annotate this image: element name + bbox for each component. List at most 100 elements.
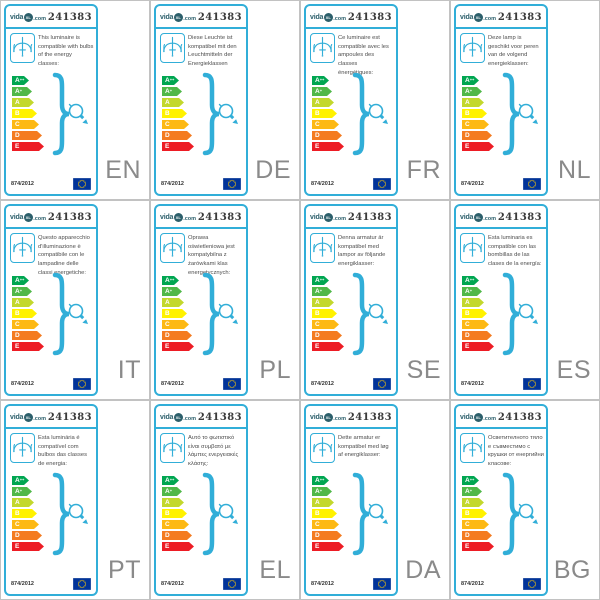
regulation-number: 874/2012 <box>311 381 334 387</box>
label-header: vida XL .com 241383 <box>156 6 246 29</box>
bulb-arrow-icon <box>515 501 541 532</box>
bulb-arrow-icon <box>65 501 91 532</box>
energy-class-bar-a-plus: A + <box>162 87 182 96</box>
bulb-arrow-icon <box>515 301 541 332</box>
logo-text-vida: vida <box>460 214 474 221</box>
description-row: This luminaire is compatible with bulbs … <box>10 33 94 69</box>
energy-class-bar-a-plus: A + <box>162 487 182 496</box>
description-row: Denna armatur är kompatibel med lampor a… <box>310 233 394 269</box>
eu-flag-icon <box>523 178 541 190</box>
product-number: 241383 <box>497 412 542 423</box>
energy-class-bar-a-plus-plus: A ++ <box>462 276 479 285</box>
logo-text-vida: vida <box>10 214 24 221</box>
logo-text-vida: vida <box>10 14 24 21</box>
description-row: Deze lamp is geschikt voor peren van de … <box>460 33 544 69</box>
label-footer: 874/2012 <box>11 178 91 190</box>
logo-text-com: .com <box>483 15 497 22</box>
logo-text-com: .com <box>183 15 197 22</box>
label-footer: 874/2012 <box>311 378 391 390</box>
chandelier-icon <box>310 233 335 263</box>
compatibility-text: Denna armatur är kompatibel med lampor a… <box>338 235 386 268</box>
energy-label-card: vida XL .com 241383 <box>4 404 98 596</box>
energy-label-cell: vida XL .com 241383 <box>151 201 299 399</box>
bulb-arrow-icon <box>365 101 391 132</box>
energy-class-bar-a-plus: A + <box>462 487 482 496</box>
chandelier-icon <box>10 233 35 263</box>
logo-text-vida: vida <box>310 414 324 421</box>
language-code: ES <box>556 356 591 384</box>
logo-xl-mark: XL <box>173 213 183 222</box>
regulation-number: 874/2012 <box>11 381 34 387</box>
energy-class-bar-a-plus: A + <box>12 287 32 296</box>
energy-class-bar-e: E <box>12 342 44 351</box>
energy-class-bar-a-plus-plus: A ++ <box>462 476 479 485</box>
description-row: Αυτό το φωτιστικό είναι συμβατό με λάμπε… <box>160 433 244 469</box>
energy-class-bar-a: A <box>162 98 184 107</box>
brace-icon <box>352 272 372 361</box>
label-header: vida XL .com 241383 <box>456 406 546 429</box>
energy-class-bar-a-plus: A + <box>312 87 332 96</box>
bulb-arrow-icon <box>215 101 241 132</box>
brace-icon <box>52 72 72 161</box>
regulation-number: 874/2012 <box>461 181 484 187</box>
energy-class-scale: A ++ A + A B C D E <box>12 276 44 353</box>
product-number: 241383 <box>497 212 542 223</box>
vidaxl-logo: vida XL .com <box>310 213 346 222</box>
label-footer: 874/2012 <box>461 578 541 590</box>
regulation-number: 874/2012 <box>461 381 484 387</box>
regulation-number: 874/2012 <box>161 581 184 587</box>
logo-text-vida: vida <box>10 414 24 421</box>
energy-label-cell: vida XL .com 241383 <box>301 401 449 599</box>
energy-class-bar-c: C <box>312 520 339 529</box>
label-footer: 874/2012 <box>11 578 91 590</box>
energy-class-scale: A ++ A + A B C D E <box>12 76 44 153</box>
energy-label-card: vida XL .com 241383 <box>154 204 248 396</box>
logo-text-com: .com <box>33 415 47 422</box>
energy-class-bar-c: C <box>12 320 39 329</box>
compatibility-text: Αυτό το φωτιστικό είναι συμβατό με λάμπε… <box>188 435 239 468</box>
eu-flag-icon <box>73 578 91 590</box>
energy-class-scale: A ++ A + A B C D E <box>462 476 494 553</box>
energy-class-bar-c: C <box>12 120 39 129</box>
energy-class-bar-d: D <box>312 531 342 540</box>
label-footer: 874/2012 <box>311 178 391 190</box>
energy-class-scale: A ++ A + A B C D E <box>12 476 44 553</box>
energy-class-bar-a-plus: A + <box>12 487 32 496</box>
energy-label-card: vida XL .com 241383 <box>454 404 548 596</box>
description-row: Ce luminaire est compatible avec les amp… <box>310 33 394 77</box>
energy-class-bar-e: E <box>162 542 194 551</box>
compatibility-text: Esta luminaria es compatible con las bom… <box>488 235 542 268</box>
brace-icon <box>202 72 222 161</box>
language-code: DA <box>405 556 441 584</box>
vidaxl-logo: vida XL .com <box>160 13 196 22</box>
vidaxl-logo: vida XL .com <box>310 413 346 422</box>
product-number: 241383 <box>47 212 92 223</box>
energy-class-bar-e: E <box>462 342 494 351</box>
logo-text-vida: vida <box>160 214 174 221</box>
label-header: vida XL .com 241383 <box>456 206 546 229</box>
energy-label-cell: vida XL .com 241383 <box>151 1 299 199</box>
energy-class-bar-a-plus-plus: A ++ <box>312 76 329 85</box>
bulb-arrow-icon <box>365 301 391 332</box>
label-footer: 874/2012 <box>461 378 541 390</box>
logo-text-com: .com <box>33 215 47 222</box>
energy-class-bar-b: B <box>312 309 337 318</box>
bulb-arrow-icon <box>365 501 391 532</box>
logo-xl-mark: XL <box>173 13 183 22</box>
regulation-number: 874/2012 <box>161 181 184 187</box>
energy-class-bar-d: D <box>162 131 192 140</box>
chandelier-icon <box>10 33 35 63</box>
vidaxl-logo: vida XL .com <box>10 413 46 422</box>
compatibility-text: This luminaire is compatible with bulbs … <box>38 35 94 68</box>
language-code: PL <box>259 356 291 384</box>
compatibility-text: Diese Leuchte ist kompatibel mit den Leu… <box>188 35 237 68</box>
energy-class-bar-b: B <box>312 509 337 518</box>
bulb-arrow-icon <box>215 301 241 332</box>
vidaxl-logo: vida XL .com <box>160 413 196 422</box>
energy-class-bar-c: C <box>162 520 189 529</box>
vidaxl-logo: vida XL .com <box>310 13 346 22</box>
logo-text-vida: vida <box>310 214 324 221</box>
eu-flag-icon <box>373 378 391 390</box>
energy-class-bar-c: C <box>162 120 189 129</box>
